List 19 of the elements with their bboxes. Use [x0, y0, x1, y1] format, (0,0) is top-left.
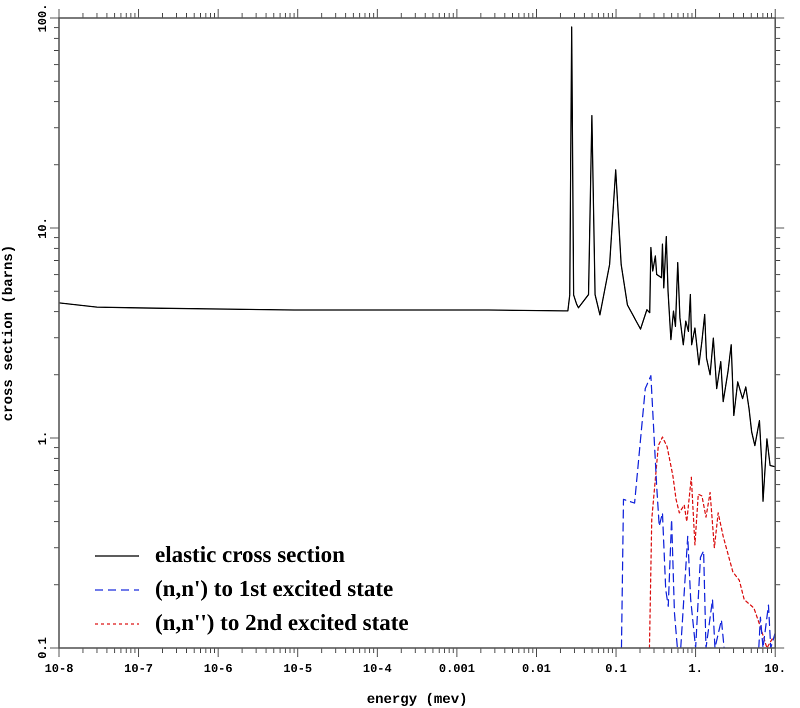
y-tick-label: 10.: [36, 217, 50, 239]
x-tick-label: 10-8: [44, 662, 74, 676]
x-tick-label: 1.: [688, 662, 703, 676]
legend-label: (n,n'') to 2nd excited state: [155, 610, 409, 635]
y-tick-label: 0.1: [36, 637, 50, 659]
x-tick-label: 10.: [764, 662, 786, 676]
y-axis-title: cross section (barns): [0, 244, 17, 422]
x-tick-label: 10-4: [362, 662, 392, 676]
x-tick-label: 0.1: [605, 662, 627, 676]
x-tick-label: 10-7: [124, 662, 153, 676]
y-tick-label: 1.: [36, 430, 50, 446]
x-tick-label: 10-5: [283, 662, 312, 676]
y-tick-label: 100.: [36, 4, 50, 32]
x-tick-label: 0.01: [522, 662, 551, 676]
legend-label: (n,n') to 1st excited state: [155, 576, 394, 601]
x-tick-label: 0.001: [438, 662, 475, 676]
x-axis-title: energy (mev): [366, 692, 468, 708]
x-tick-label: 10-6: [204, 662, 233, 676]
legend-label: elastic cross section: [155, 542, 346, 567]
